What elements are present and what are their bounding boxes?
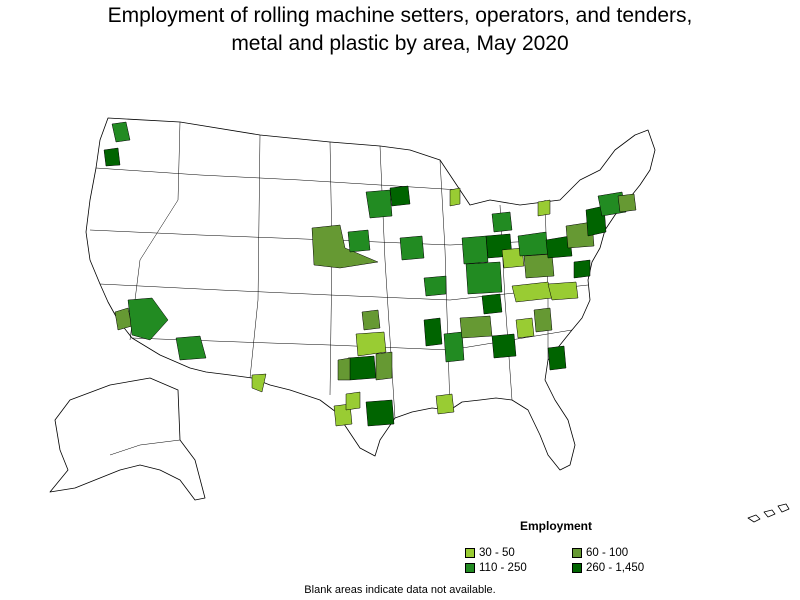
legend-label: 30 - 50 — [479, 547, 515, 559]
footnote: Blank areas indicate data not available. — [304, 584, 496, 596]
legend-swatch — [465, 548, 475, 558]
legend-item-30-50: 30 - 50 — [465, 547, 515, 559]
employment-areas — [103, 121, 637, 427]
alaska-outline — [49, 377, 206, 501]
map-title-line1: Employment of rolling machine setters, o… — [107, 4, 693, 27]
legend-label: 260 - 1,450 — [586, 562, 645, 574]
legend-label: 110 - 250 — [479, 562, 527, 574]
legend-swatch — [572, 548, 582, 558]
legend-title: Employment — [520, 519, 593, 533]
legend-swatch — [572, 563, 582, 573]
legend-item-260-1450: 260 - 1,450 — [572, 562, 644, 574]
map-title: Employment of rolling machine setters, o… — [0, 2, 800, 58]
contiguous-us-outline — [85, 117, 656, 471]
legend-item-60-100: 60 - 100 — [572, 547, 628, 559]
legend-swatch — [465, 563, 475, 573]
legend-item-110-250: 110 - 250 — [465, 562, 527, 574]
hawaii-islands — [747, 503, 790, 523]
legend-label: 60 - 100 — [586, 547, 629, 559]
map-title-line2: metal and plastic by area, May 2020 — [231, 32, 569, 55]
